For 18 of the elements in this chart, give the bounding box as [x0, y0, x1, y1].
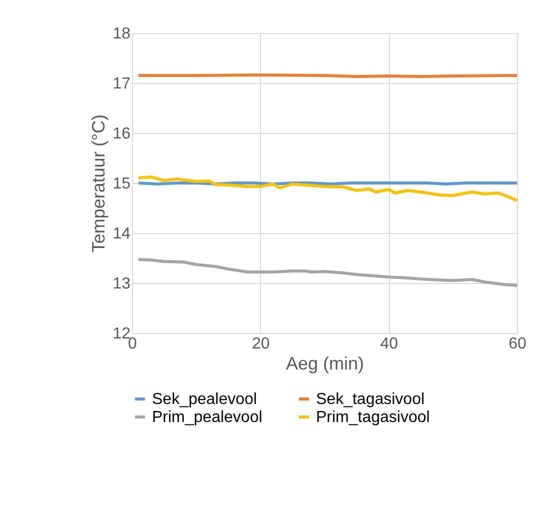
- x-tick-label: 0: [128, 336, 138, 352]
- line-series: [136, 176, 518, 202]
- x-tick-label: 60: [508, 336, 526, 352]
- legend-label: Sek_tagasivool: [316, 391, 425, 408]
- x-axis-title: Aeg (min): [286, 354, 364, 374]
- legend-label: Prim_tagasivool: [316, 409, 430, 426]
- legend-label: Prim_pealevool: [152, 409, 262, 426]
- y-axis-title: Temperatuur (°C): [88, 114, 109, 253]
- legend-label: Sek_pealevool: [152, 391, 257, 408]
- y-tick-label: 15: [112, 176, 131, 192]
- x-tick-label: 40: [380, 336, 398, 352]
- y-tick-label: 13: [112, 276, 131, 292]
- y-tick-label: 14: [112, 226, 131, 242]
- y-tick-label: 17: [112, 76, 131, 92]
- y-tick-label: 16: [112, 126, 131, 142]
- y-tick-label: 18: [112, 26, 131, 42]
- x-tick-label: 20: [252, 336, 270, 352]
- line-series: [136, 258, 518, 287]
